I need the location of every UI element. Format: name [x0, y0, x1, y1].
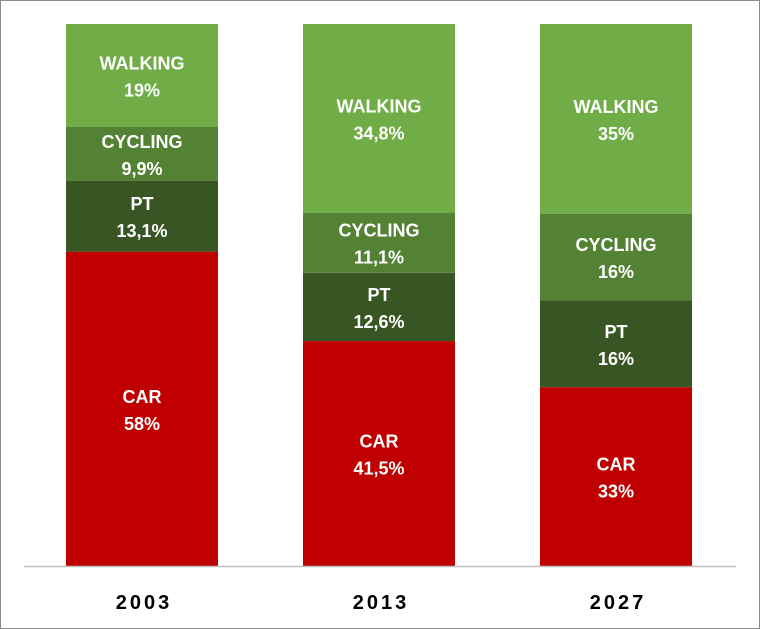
bar-pt-2003	[66, 180, 218, 252]
bar-label-value-cycling-2027: 16%	[598, 262, 634, 282]
bar-label-name-pt-2027: PT	[604, 322, 627, 342]
bar-label-value-pt-2027: 16%	[598, 349, 634, 369]
bar-label-name-pt-2013: PT	[367, 285, 390, 305]
category-label-2027: 2027	[590, 592, 647, 614]
bar-label-value-car-2013: 41,5%	[353, 459, 404, 479]
bar-label-name-car-2003: CAR	[123, 387, 162, 407]
bar-label-value-cycling-2003: 9,9%	[121, 159, 162, 179]
bar-label-name-pt-2003: PT	[130, 194, 153, 214]
bar-pt-2027	[540, 300, 692, 388]
bar-label-value-cycling-2013: 11,1%	[354, 248, 404, 268]
bar-car-2013	[303, 341, 455, 566]
bar-label-value-car-2003: 58%	[124, 414, 160, 434]
bar-label-value-walking-2013: 34,8%	[353, 123, 404, 143]
bar-label-value-walking-2003: 19%	[124, 80, 160, 100]
bar-label-name-walking-2013: WALKING	[337, 96, 422, 116]
bar-label-name-cycling-2013: CYCLING	[339, 221, 420, 241]
bar-label-name-walking-2027: WALKING	[574, 97, 659, 117]
bar-label-name-car-2027: CAR	[597, 455, 636, 475]
bar-car-2027	[540, 387, 692, 566]
bar-cycling-2013	[303, 212, 455, 273]
bar-car-2003	[66, 251, 218, 566]
bar-label-name-car-2013: CAR	[360, 432, 399, 452]
category-label-2013: 2013	[353, 592, 410, 614]
bar-pt-2013	[303, 272, 455, 342]
bar-cycling-2027	[540, 213, 692, 301]
bar-walking-2027	[540, 24, 692, 214]
bar-label-name-walking-2003: WALKING	[100, 53, 185, 73]
bar-label-value-pt-2013: 12,6%	[353, 312, 404, 332]
bar-label-name-cycling-2027: CYCLING	[576, 235, 657, 255]
bar-label-value-car-2027: 33%	[598, 482, 634, 502]
bar-label-value-pt-2003: 13,1%	[116, 221, 167, 241]
category-label-2003: 2003	[116, 592, 173, 614]
bar-label-value-walking-2027: 35%	[598, 124, 634, 144]
bar-cycling-2003	[66, 126, 218, 181]
bar-walking-2003	[66, 24, 218, 127]
bar-walking-2013	[303, 24, 455, 213]
bar-label-name-cycling-2003: CYCLING	[102, 132, 183, 152]
